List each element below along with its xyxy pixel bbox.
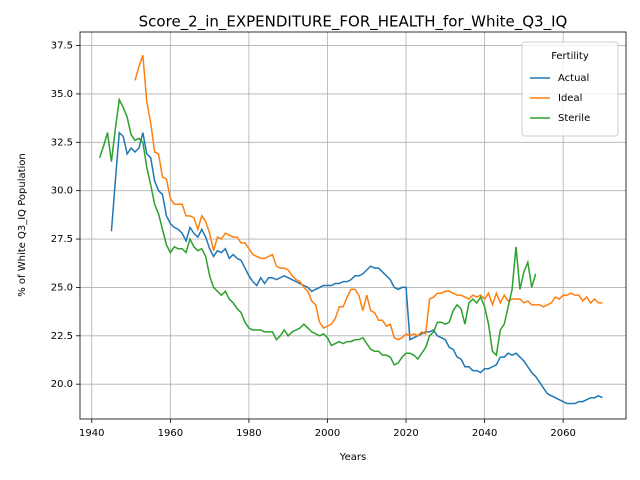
line-series: [98, 97, 537, 366]
x-tick-label: 1980: [236, 428, 261, 439]
y-tick-label: 27.5: [51, 234, 73, 245]
lines: [98, 54, 603, 405]
plot-frame: [79, 31, 627, 420]
x-tick-label: 1940: [79, 428, 104, 439]
y-tick-label: 20.0: [51, 379, 73, 390]
y-axis-label: % of White Q3_IQ Population: [17, 153, 28, 297]
legend-label: Sterile: [558, 113, 590, 124]
x-tick-label: 2060: [550, 428, 575, 439]
y-tick-label: 25.0: [51, 282, 73, 293]
y-tick-label: 37.5: [51, 41, 73, 52]
x-tick-label: 2000: [315, 428, 340, 439]
y-tick-label: 22.5: [51, 331, 73, 342]
y-tick-label: 32.5: [51, 137, 73, 148]
line-series: [110, 130, 603, 405]
chart-title: Score_2_in_EXPENDITURE_FOR_HEALTH_for_Wh…: [139, 13, 568, 32]
x-axis-label: Years: [339, 452, 366, 463]
x-tick-label: 2040: [472, 428, 497, 439]
y-tick-label: 30.0: [51, 186, 73, 197]
grid: [80, 32, 626, 419]
y-tick-label: 35.0: [51, 89, 73, 100]
legend: Fertility Actual Ideal Sterile: [521, 41, 619, 137]
x-tick-label: 2020: [393, 428, 418, 439]
legend-title: Fertility: [551, 51, 589, 62]
x-tick-label: 1960: [158, 428, 183, 439]
line-series: [134, 54, 603, 341]
legend-box: [521, 41, 619, 137]
legend-label: Ideal: [558, 93, 582, 104]
legend-label: Actual: [558, 73, 589, 84]
